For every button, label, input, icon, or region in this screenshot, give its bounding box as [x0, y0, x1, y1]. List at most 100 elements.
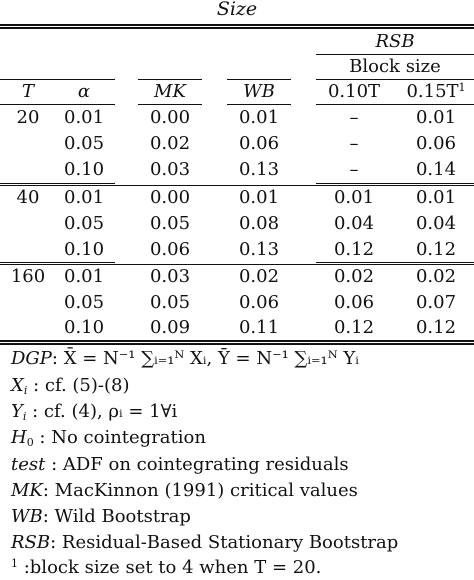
header-bottom-rule-left	[0, 104, 115, 105]
header-WB: WB	[243, 81, 275, 102]
cell-alpha: 0.05	[64, 292, 105, 313]
cell-block-010: 0.04	[333, 213, 375, 234]
note-footnote: 1 :block size set to 4 when T = 20.	[11, 555, 321, 580]
cell-WB: 0.06	[238, 133, 280, 154]
cell-alpha: 0.10	[64, 159, 105, 180]
cell-WB: 0.13	[238, 239, 280, 260]
cell-T	[10, 316, 46, 340]
header-block-015-text: 0.15T	[406, 81, 459, 102]
header-group-rule-left	[0, 79, 115, 80]
cell-alpha: 0.05	[64, 213, 105, 234]
cell-alpha: 0.01	[64, 187, 105, 208]
cell-block-010: 0.02	[333, 266, 375, 287]
cell-block-010: 0.12	[333, 239, 375, 260]
note-rsb-label: RSB	[11, 532, 51, 553]
cell-block-015: 0.04	[415, 213, 457, 234]
cell-alpha: 0.01	[64, 266, 105, 287]
bottom-rule-2	[0, 343, 474, 345]
group-rule-40	[0, 183, 115, 184]
cell-MK: 0.06	[149, 239, 191, 260]
cell-alpha: 0.10	[64, 317, 105, 338]
cell-alpha: 0.10	[64, 239, 105, 260]
group-rule-40-b	[0, 185, 474, 186]
note-dgp-label: DGP	[11, 348, 52, 369]
header-group-rule-mk	[138, 79, 202, 80]
cell-T	[10, 132, 46, 156]
note-mk-label: MK	[11, 480, 43, 501]
cell-MK: 0.05	[149, 292, 191, 313]
note-test: test : ADF on cointegrating residuals	[11, 452, 349, 477]
note-rsb-text: : Residual-Based Stationary Bootstrap	[50, 532, 399, 553]
header-bottom-rule-rsb	[316, 104, 474, 105]
cell-MK: 0.05	[149, 213, 191, 234]
note-footnote-text: :block size set to 4 when T = 20.	[18, 557, 322, 578]
cell-block-015: 0.14	[415, 159, 457, 180]
cell-MK: 0.03	[149, 159, 191, 180]
cell-T: 40	[16, 187, 40, 208]
note-h0-text: : No cointegration	[33, 427, 206, 448]
note-rsb: RSB: Residual-Based Stationary Bootstrap	[11, 530, 398, 555]
cell-WB: 0.01	[238, 187, 280, 208]
header-alpha: α	[77, 81, 91, 102]
cell-MK: 0.03	[149, 266, 191, 287]
cell-block-010: 0.12	[333, 317, 375, 338]
note-test-text: : ADF on cointegrating residuals	[45, 454, 349, 475]
note-h0-label: H	[11, 427, 27, 448]
note-xi: Xi : cf. (5)-(8)	[11, 373, 130, 398]
group-rule-40-mk	[316, 183, 474, 184]
note-mk-text: : MacKinnon (1991) critical values	[42, 480, 358, 501]
header-footnote-marker: 1	[458, 81, 466, 94]
cell-block-015: 0.12	[415, 239, 457, 260]
cell-MK: 0.09	[149, 317, 191, 338]
note-wb-label: WB	[11, 506, 43, 527]
cell-MK: 0.00	[149, 107, 191, 128]
cell-WB: 0.11	[238, 317, 280, 338]
note-yi: Yi : cf. (4), ρᵢ = 1∀i	[11, 399, 177, 424]
cell-WB: 0.02	[238, 266, 280, 287]
cell-block-015: 0.06	[415, 133, 457, 154]
cell-MK: 0.00	[149, 187, 191, 208]
note-yi-label: Y	[11, 401, 23, 422]
cell-WB: 0.06	[238, 292, 280, 313]
header-group-rule-rsb	[316, 79, 474, 80]
cell-WB: 0.13	[238, 159, 280, 180]
cell-block-015: 0.02	[415, 266, 457, 287]
group-rule-160-rsb	[316, 262, 474, 263]
note-h0-sub: 0	[26, 436, 34, 449]
cell-block-015: 0.01	[415, 107, 457, 128]
note-mk: MK: MacKinnon (1991) critical values	[11, 478, 358, 503]
note-wb-text: : Wild Bootstrap	[42, 506, 191, 527]
note-yi-text: : cf. (4), ρᵢ = 1∀i	[26, 401, 178, 422]
cell-block-015: 0.07	[415, 292, 457, 313]
cell-T	[10, 291, 46, 315]
group-rule-160	[0, 262, 115, 263]
cell-T: 160	[10, 266, 46, 287]
cell-WB: 0.08	[238, 213, 280, 234]
note-test-label: test	[11, 454, 46, 475]
table-caption: Size	[216, 0, 258, 20]
cell-T	[10, 238, 46, 262]
cell-block-015: 0.12	[415, 317, 457, 338]
note-xi-sub: i	[23, 384, 28, 397]
cell-block-010: 0.06	[333, 292, 375, 313]
header-block-010: 0.10T	[327, 81, 381, 102]
cell-block-015: 0.01	[415, 187, 457, 208]
header-block-015: 0.15T1	[398, 80, 474, 104]
cell-block-010: –	[349, 107, 359, 128]
group-rule-160-b	[0, 264, 474, 265]
header-MK: MK	[154, 81, 186, 102]
note-xi-label: X	[11, 375, 24, 396]
cell-alpha: 0.01	[64, 107, 105, 128]
top-rule	[0, 24, 474, 26]
cell-T	[10, 158, 46, 182]
rsb-underline	[316, 54, 474, 55]
header-bottom-rule-wb	[227, 104, 291, 105]
cell-alpha: 0.05	[64, 133, 105, 154]
header-T: T	[21, 81, 34, 102]
header-bottom-rule-mk	[138, 104, 202, 105]
cell-block-010: –	[349, 159, 359, 180]
note-wb: WB: Wild Bootstrap	[11, 504, 191, 529]
note-footnote-marker: 1	[11, 557, 18, 570]
note-xi-text: : cf. (5)-(8)	[27, 375, 130, 396]
